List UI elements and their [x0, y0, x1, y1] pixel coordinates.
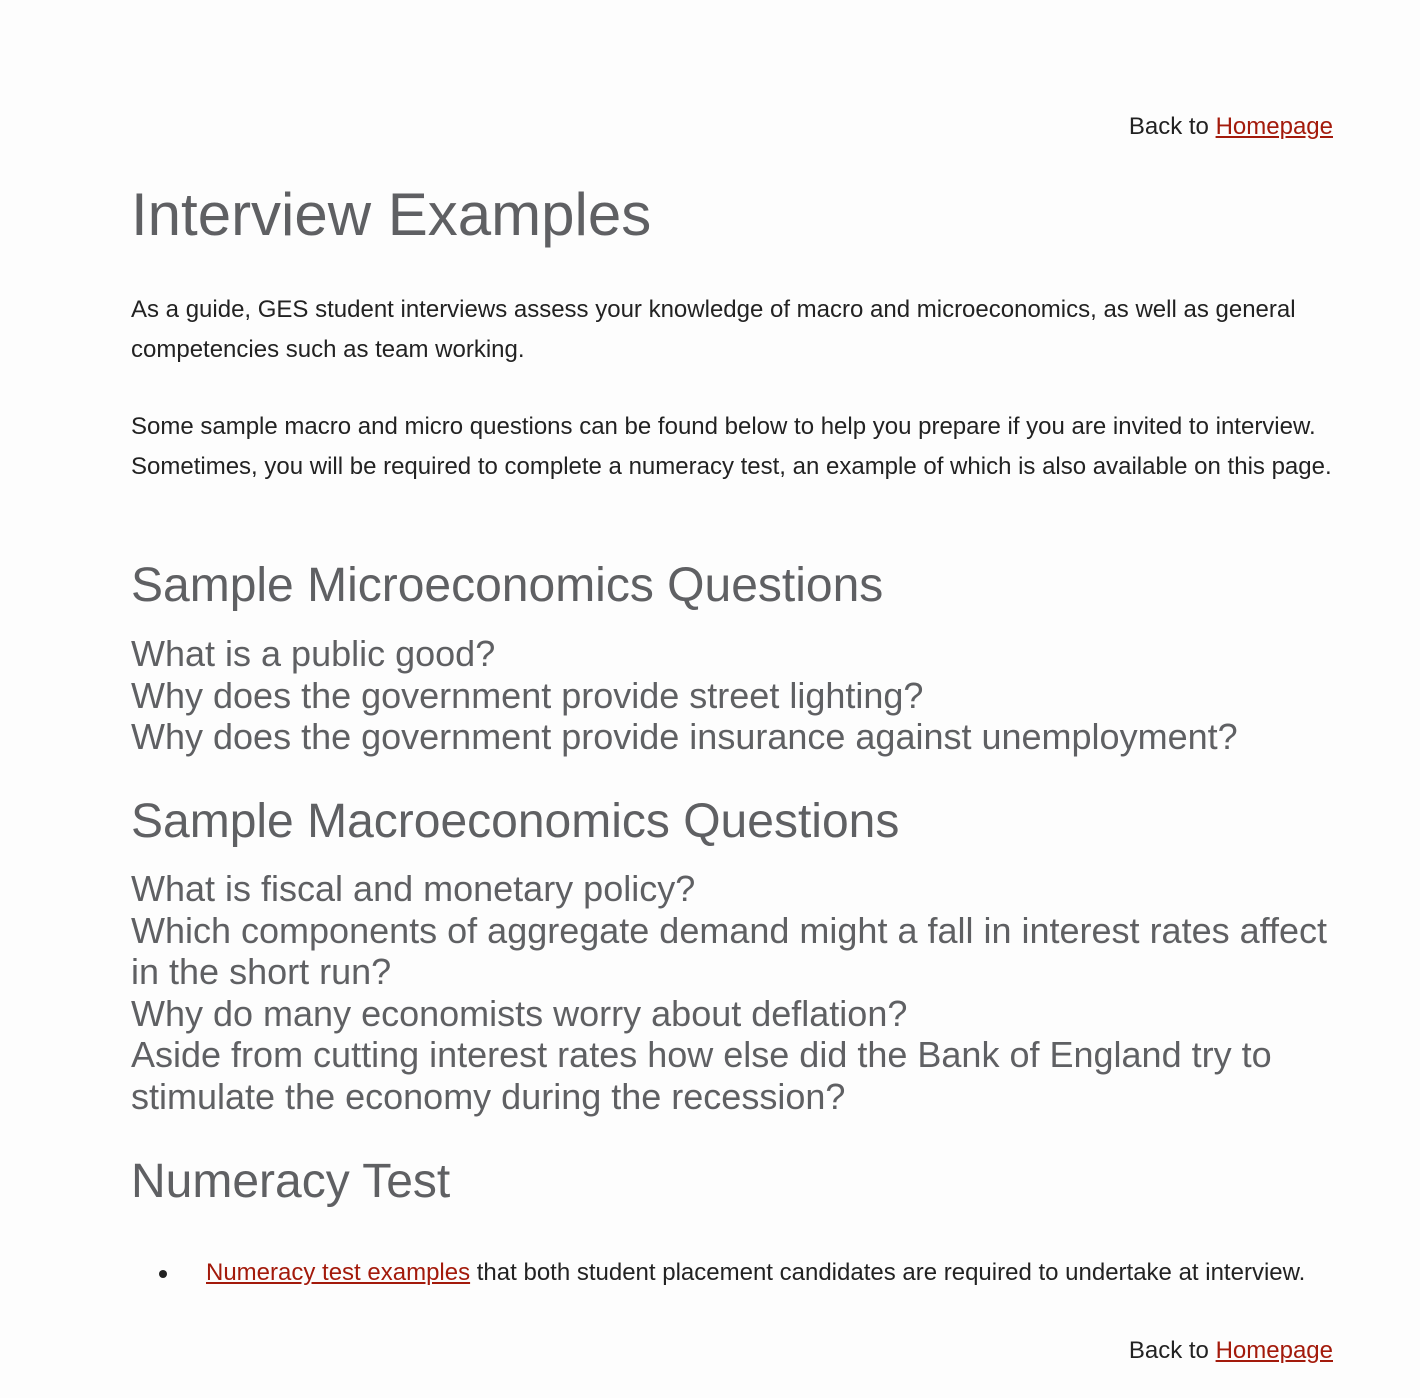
bullet-icon	[159, 1270, 167, 1278]
numeracy-list-item: Numeracy test examples that both student…	[159, 1256, 1333, 1290]
macro-question: Why do many economists worry about defla…	[131, 992, 908, 1034]
back-prefix: Back to	[1128, 1337, 1209, 1364]
macro-question-list: What is fiscal and monetary policy? Whic…	[131, 868, 1333, 1117]
macro-heading: Sample Macroeconomics Questions	[131, 795, 900, 848]
numeracy-heading: Numeracy Test	[131, 1155, 451, 1208]
numeracy-link-suffix: that both student placement candidates a…	[476, 1259, 1306, 1286]
micro-heading: Sample Microeconomics Questions	[131, 559, 884, 612]
micro-question-list: What is a public good? Why does the gove…	[131, 633, 1333, 758]
macro-question: Which components of aggregate demand mig…	[131, 909, 1327, 993]
micro-question: Why does the government provide street l…	[131, 674, 924, 716]
micro-question: Why does the government provide insuranc…	[131, 716, 1238, 757]
macro-question: Aside from cutting interest rates how el…	[131, 1034, 1272, 1117]
micro-question: What is a public good?	[131, 633, 496, 674]
page-title: Interview Examples	[131, 181, 652, 248]
back-prefix: Back to	[1128, 113, 1209, 140]
back-to-homepage-top: Back to Homepage	[1129, 112, 1333, 142]
back-to-homepage-bottom: Back to Homepage	[1129, 1336, 1333, 1366]
intro-paragraph-1: As a guide, GES student interviews asses…	[131, 296, 1296, 363]
numeracy-test-link[interactable]: Numeracy test examples	[206, 1259, 471, 1286]
numeracy-list: Numeracy test examples that both student…	[131, 1256, 1333, 1290]
intro-paragraph-2: Some sample macro and micro questions ca…	[131, 413, 1332, 480]
homepage-link-top[interactable]: Homepage	[1215, 113, 1333, 140]
homepage-link-bottom[interactable]: Homepage	[1215, 1337, 1333, 1364]
macro-question: What is fiscal and monetary policy?	[131, 868, 696, 909]
